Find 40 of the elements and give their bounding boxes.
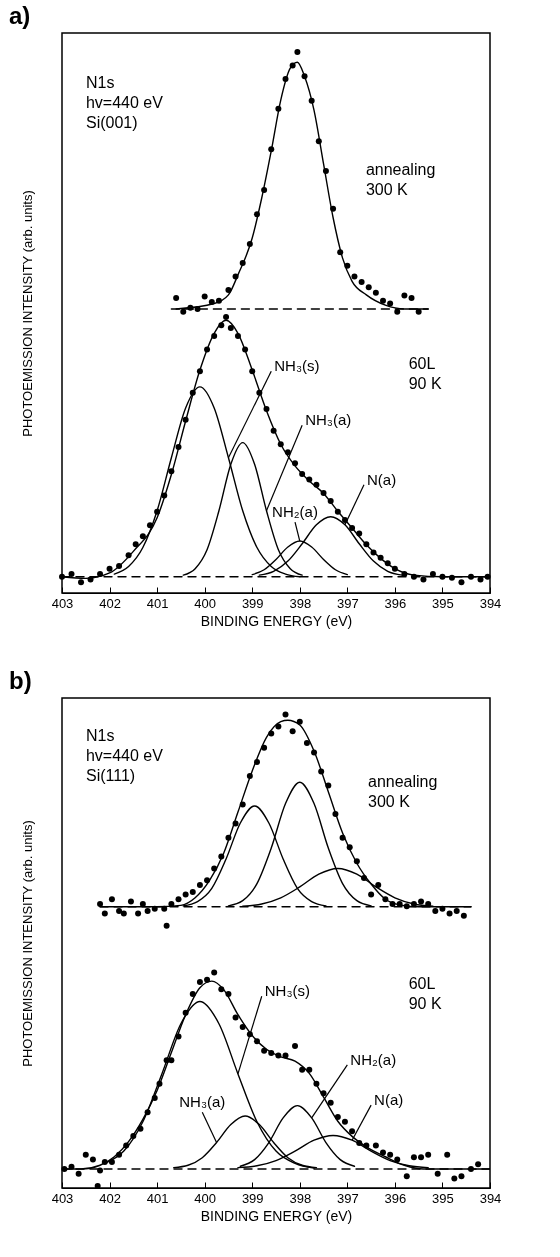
x-tick-label: 398	[289, 1190, 312, 1206]
annotation: annealing 300 K	[365, 160, 436, 198]
x-tick-label: 397	[336, 595, 359, 611]
x-tick-label: 402	[99, 595, 121, 611]
text: NH₂(a)	[350, 1050, 397, 1068]
x-tick-label: 395	[432, 595, 454, 611]
x-tick-label: 399	[241, 595, 264, 611]
text: NH₃(s)	[274, 357, 320, 375]
x-tick-label: 401	[146, 595, 169, 611]
text: NH₃(a)	[305, 411, 352, 429]
x-tick-label: 396	[384, 1190, 407, 1206]
series-label: NH₃(a)	[179, 1093, 226, 1111]
x-axis-title: BINDING ENERGY (eV)	[200, 612, 353, 629]
x-tick-label: 403	[51, 595, 74, 611]
annotation: 60L 90 K	[408, 354, 442, 392]
x-tick-label: 394	[479, 595, 502, 611]
x-tick-label: 400	[194, 595, 217, 611]
annotation: 60L 90 K	[408, 975, 442, 1013]
annotation: N1s hv=440 eV Si(111)	[85, 727, 164, 785]
x-tick-label: 403	[51, 1190, 74, 1206]
chart-title: a)	[9, 2, 31, 29]
chart-title: b)	[9, 667, 32, 694]
x-tick-label: 394	[479, 1190, 502, 1206]
x-tick-label: 399	[241, 1190, 264, 1206]
x-tick-label: 400	[194, 1190, 217, 1206]
x-tick-label: 402	[99, 1190, 121, 1206]
y-axis-title: PHOTOEMISSION INTENSITY (arb. units)	[19, 820, 35, 1067]
x-tick-label: 395	[432, 1190, 454, 1206]
text: N(a)	[374, 1091, 404, 1109]
x-tick-label: 396	[384, 595, 407, 611]
annotation: annealing 300 K	[368, 773, 438, 811]
x-axis-title: BINDING ENERGY (eV)	[200, 1207, 353, 1224]
x-tick-label: 401	[146, 1190, 169, 1206]
text: NH₃(s)	[264, 982, 310, 1000]
x-tick-label: 397	[336, 1190, 359, 1206]
series-label: NH₂(a)	[272, 503, 318, 521]
x-tick-label: 398	[289, 595, 312, 611]
annotation: N1s hv=440 eV Si(001)	[85, 74, 164, 131]
y-axis-title: PHOTOEMISSION INTENSITY (arb. units)	[19, 190, 35, 437]
text: N(a)	[366, 470, 397, 488]
